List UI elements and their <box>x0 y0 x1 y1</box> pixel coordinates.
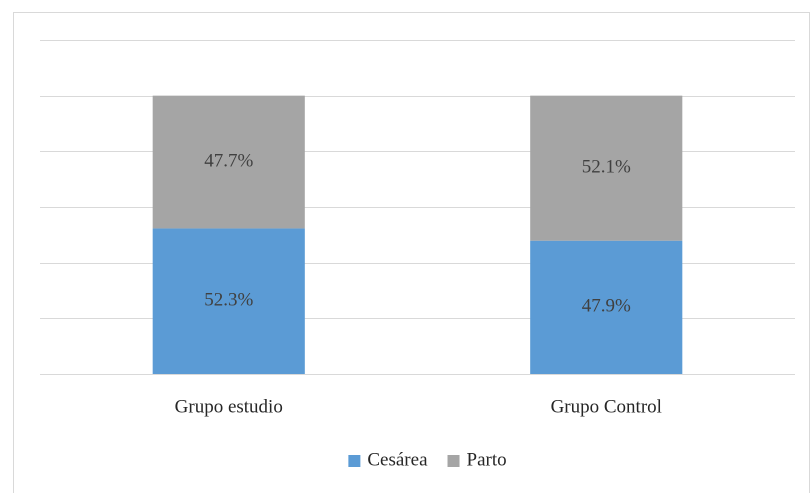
x-tick-label: Grupo estudio <box>175 396 283 417</box>
bar-segment <box>152 228 305 374</box>
legend-swatch <box>348 455 361 467</box>
legend-label: Parto <box>467 449 507 470</box>
value-label: 52.1% <box>582 157 631 178</box>
chart-border <box>13 12 810 493</box>
value-label: 47.7% <box>204 150 253 171</box>
bar-segment <box>152 95 305 229</box>
legend-swatch <box>447 455 460 467</box>
x-tick-label: Grupo Control <box>551 396 662 417</box>
legend-label: Cesárea <box>367 449 428 470</box>
value-label: 52.3% <box>204 290 253 311</box>
bar-segment <box>530 240 683 374</box>
value-label: 47.9% <box>582 296 631 317</box>
bar-segment <box>530 95 683 241</box>
